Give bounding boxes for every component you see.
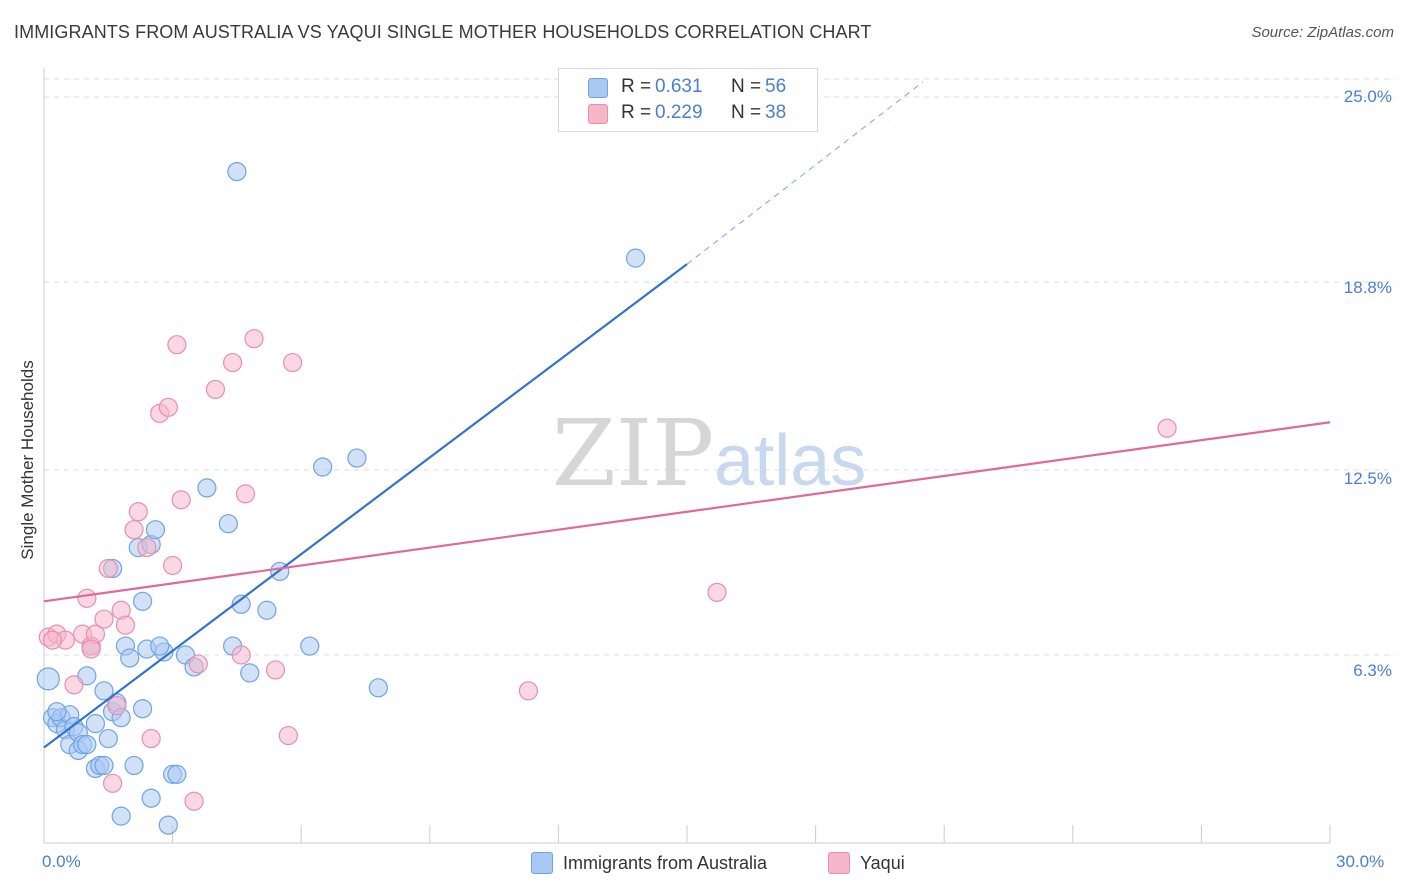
australia-point <box>227 162 247 182</box>
y-tick-label: 18.8% <box>1343 278 1392 297</box>
yaqui-point <box>163 555 183 576</box>
y-tick-label: 25.0% <box>1343 87 1392 106</box>
australia-point <box>145 520 166 540</box>
yaqui-point <box>1157 418 1177 438</box>
y-axis-label: Single Mother Households <box>18 360 37 560</box>
correlation-stats-box: R = 0.631 N = 56 R = 0.229 N = 38 <box>558 68 818 132</box>
legend-swatch <box>828 852 850 874</box>
yaqui-point <box>278 725 298 746</box>
yaqui-point <box>158 397 178 417</box>
yaqui-point <box>283 352 303 373</box>
australia-point <box>197 478 217 498</box>
yaqui-point <box>141 728 161 749</box>
yaqui-point <box>64 675 84 695</box>
australia-point <box>47 702 67 722</box>
watermark: ZIPatlas <box>552 400 866 507</box>
yaqui-point <box>94 609 114 629</box>
watermark-atlas: atlas <box>714 421 867 501</box>
yaqui-point <box>115 615 136 635</box>
australia-point <box>240 663 260 683</box>
australia-point <box>257 600 277 620</box>
yaqui-point <box>98 558 118 579</box>
australia-point <box>94 681 114 701</box>
n-label: N = <box>731 102 762 123</box>
australia-point <box>124 755 144 776</box>
yaqui-point <box>707 582 727 602</box>
australia-point <box>300 636 320 656</box>
y-tick-label: 12.5% <box>1343 469 1392 488</box>
yaqui-trend-line <box>43 421 1331 603</box>
yaqui-point <box>137 537 157 558</box>
yaqui-point <box>265 660 286 680</box>
yaqui-point <box>171 490 191 510</box>
australia-point <box>36 667 60 691</box>
australia-point <box>132 591 153 611</box>
yaqui-point <box>167 335 187 355</box>
yaqui-point <box>128 502 148 522</box>
chart-legend: Immigrants from Australia Yaqui <box>0 852 1406 878</box>
australia-point <box>77 734 97 755</box>
r-value: 0.631 <box>655 76 703 97</box>
watermark-zip: ZIP <box>552 400 715 507</box>
australia-trend-line <box>43 263 688 749</box>
australia-point <box>347 448 367 468</box>
y-tick-label: 6.3% <box>1353 661 1392 680</box>
australia-point <box>98 728 118 749</box>
australia-trend-extension <box>686 81 924 265</box>
n-label: N = <box>731 76 762 97</box>
x-tick-label: 30.0% <box>1336 852 1385 871</box>
n-value: 56 <box>765 76 787 97</box>
australia-point <box>111 806 131 826</box>
yaqui-point <box>223 352 243 373</box>
yaqui-point <box>184 791 204 811</box>
source-credit: Source: ZipAtlas.com <box>1251 24 1394 41</box>
legend-swatch <box>531 852 553 874</box>
australia-point <box>158 815 178 835</box>
yaqui-point <box>235 484 256 504</box>
legend-label: Immigrants from Australia <box>563 852 768 873</box>
australia-point <box>313 457 333 477</box>
yaqui-point <box>81 639 101 659</box>
n-value: 38 <box>765 102 787 123</box>
australia-point <box>132 699 153 719</box>
australia-point <box>94 755 114 776</box>
yaqui-point <box>188 654 208 674</box>
yaqui-point <box>231 645 251 665</box>
australia-point <box>625 248 646 268</box>
r-label: R = <box>621 102 652 123</box>
australia-point <box>231 594 251 614</box>
stats-swatch-yaqui <box>588 104 608 124</box>
yaqui-point <box>102 773 123 793</box>
australia-point <box>85 714 106 734</box>
yaqui-point <box>107 696 127 716</box>
legend-label: Yaqui <box>860 852 905 873</box>
chart-title: IMMIGRANTS FROM AUSTRALIA VS YAQUI SINGL… <box>14 22 872 42</box>
australia-point <box>150 636 170 656</box>
australia-point <box>218 514 238 534</box>
australia-point <box>141 788 161 808</box>
yaqui-point <box>205 379 226 400</box>
australia-point <box>368 678 388 698</box>
r-label: R = <box>621 76 652 97</box>
australia-point <box>120 648 140 668</box>
stats-swatch-australia <box>588 78 608 98</box>
legend-item-yaqui: Yaqui <box>828 852 905 874</box>
yaqui-point <box>518 681 538 701</box>
yaqui-point <box>77 588 97 608</box>
x-tick-label: 0.0% <box>42 852 81 871</box>
yaqui-point <box>42 630 63 650</box>
yaqui-point <box>244 329 264 349</box>
australia-point <box>167 764 187 784</box>
legend-item-australia: Immigrants from Australia <box>531 852 767 874</box>
yaqui-point <box>124 520 144 540</box>
r-value: 0.229 <box>655 102 703 123</box>
